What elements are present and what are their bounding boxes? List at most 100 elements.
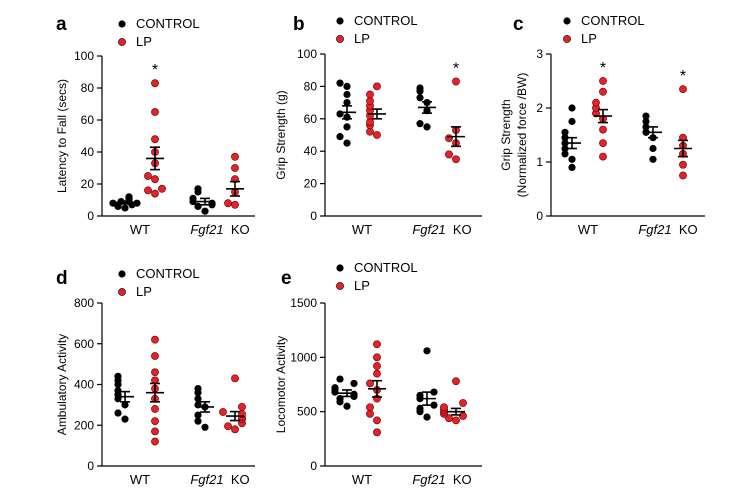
- legend: CONTROL LP: [118, 16, 200, 49]
- legend-marker-control: [336, 17, 344, 25]
- significance-star: *: [600, 60, 606, 77]
- data-point: [151, 405, 159, 413]
- y-tick-label: 40: [81, 145, 95, 159]
- legend-label-control: CONTROL: [136, 16, 200, 31]
- panel-letter: b: [293, 14, 305, 35]
- data-point: [151, 437, 159, 446]
- data-point: [373, 340, 381, 349]
- y-tick-label: 100: [297, 47, 317, 61]
- y-tick-label: 100: [74, 49, 94, 63]
- data-point: [331, 384, 339, 392]
- y-tick-label: 80: [81, 81, 95, 95]
- series-control: [336, 79, 356, 147]
- data-point: [208, 199, 216, 207]
- data-point: [343, 99, 351, 107]
- data-point: [114, 409, 122, 417]
- series-control: [194, 384, 214, 431]
- legend-marker-lp: [118, 38, 126, 46]
- series-lp: [440, 377, 467, 425]
- significance-star: *: [152, 62, 158, 79]
- data-point: [201, 423, 209, 431]
- data-point: [561, 144, 569, 153]
- data-point: [373, 369, 381, 378]
- legend-marker-control: [118, 20, 126, 28]
- data-point: [151, 335, 159, 344]
- significance-star: *: [453, 61, 459, 78]
- y-tick-label: 3: [536, 47, 543, 61]
- y-tick-label: 20: [81, 177, 95, 191]
- legend-marker-lp: [336, 282, 344, 290]
- series-lp: [366, 340, 386, 437]
- data-point: [151, 135, 159, 144]
- data-point: [416, 94, 424, 102]
- y-tick-label: 600: [74, 337, 94, 351]
- data-point: [373, 82, 381, 91]
- y-tick-label: 60: [81, 113, 95, 127]
- y-tick-label: 0: [87, 459, 94, 473]
- data-point: [151, 352, 159, 360]
- data-point: [679, 85, 687, 93]
- data-point: [373, 353, 381, 362]
- data-point: [649, 155, 657, 163]
- data-point: [568, 117, 576, 126]
- data-point: [151, 189, 159, 198]
- y-tick-label: 2: [536, 101, 543, 115]
- data-point: [224, 422, 232, 431]
- data-point: [366, 403, 374, 412]
- data-point: [445, 134, 453, 143]
- series-control: [416, 84, 436, 131]
- data-point: [194, 202, 202, 210]
- group-label: WT: [130, 472, 150, 487]
- series-lp: *: [144, 62, 166, 198]
- legend-label-lp: LP: [354, 278, 370, 293]
- data-point: [642, 123, 650, 131]
- significance-star: *: [680, 68, 686, 85]
- panel-e: e CONTROL LP 0 500 1000 1500 Locomotor Activity…: [274, 260, 482, 487]
- legend: CONTROL LP: [336, 260, 418, 293]
- group-label: WT: [578, 222, 598, 237]
- data-point: [151, 417, 159, 426]
- y-tick-label: 800: [74, 296, 94, 310]
- group-label: Fgf21 KO: [412, 472, 471, 487]
- data-point: [144, 186, 152, 195]
- data-point: [336, 133, 344, 141]
- legend-label-lp: LP: [354, 31, 370, 46]
- data-point: [599, 125, 607, 134]
- data-point: [231, 152, 239, 161]
- legend-marker-control: [118, 270, 126, 278]
- legend-marker-lp: [563, 35, 571, 43]
- legend-label-control: CONTROL: [354, 13, 418, 28]
- data-point: [459, 399, 467, 407]
- data-point: [194, 395, 202, 403]
- series-lp: [219, 374, 246, 434]
- data-point: [599, 87, 607, 96]
- data-point: [416, 120, 424, 128]
- y-tick-label: 0: [536, 209, 543, 223]
- data-point: [416, 404, 424, 413]
- data-point: [366, 90, 374, 99]
- y-axis-label: Grip Strength: [499, 99, 513, 170]
- data-point: [336, 79, 344, 87]
- data-point: [423, 347, 431, 355]
- data-point: [336, 110, 344, 118]
- y-tick-label: 1000: [290, 350, 317, 364]
- legend-label-control: CONTROL: [354, 260, 418, 275]
- data-point: [231, 164, 239, 172]
- data-point: [452, 416, 460, 425]
- legend-label-lp: LP: [136, 34, 152, 49]
- panel-a: a CONTROL LP 0 20 40 60 80 100 Latency to Fall (s…: [55, 14, 255, 237]
- data-point: [194, 417, 202, 425]
- data-point: [231, 425, 239, 434]
- data-point: [440, 403, 448, 412]
- panel-b: b CONTROL LP 0 20 40 60 80 100 Grip Strength (g) W…: [274, 13, 482, 237]
- series-control: [189, 185, 216, 215]
- y-tick-label: 60: [304, 112, 318, 126]
- data-point: [366, 379, 374, 388]
- data-point: [366, 97, 374, 105]
- data-point: [568, 163, 576, 171]
- data-point: [133, 199, 141, 207]
- data-point: [343, 82, 351, 90]
- data-point: [452, 377, 460, 386]
- data-point: [109, 199, 117, 207]
- data-point: [350, 379, 358, 388]
